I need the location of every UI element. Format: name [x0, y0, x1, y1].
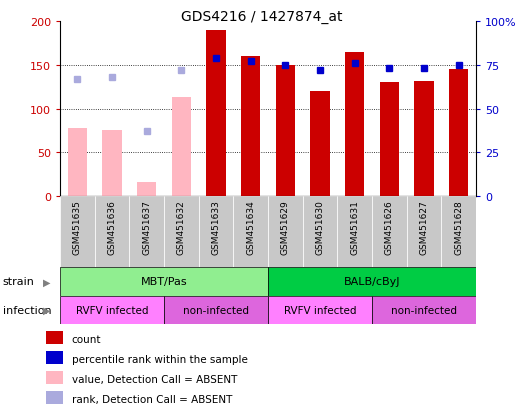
- Text: GSM451626: GSM451626: [385, 200, 394, 255]
- Bar: [303, 197, 337, 267]
- Bar: [268, 267, 476, 296]
- Text: GSM451631: GSM451631: [350, 200, 359, 255]
- Text: count: count: [72, 334, 101, 344]
- Bar: [60, 296, 164, 324]
- Bar: [241, 57, 260, 197]
- Bar: [47, 371, 63, 384]
- Bar: [103, 131, 121, 197]
- Text: rank, Detection Call = ABSENT: rank, Detection Call = ABSENT: [72, 394, 232, 404]
- Bar: [95, 197, 129, 267]
- Bar: [137, 183, 156, 197]
- Text: GSM451636: GSM451636: [108, 200, 117, 255]
- Bar: [164, 197, 199, 267]
- Bar: [129, 197, 164, 267]
- Bar: [199, 197, 233, 267]
- Text: non-infected: non-infected: [391, 305, 457, 315]
- Bar: [268, 296, 372, 324]
- Text: GSM451627: GSM451627: [419, 200, 428, 255]
- Bar: [345, 52, 364, 197]
- Text: MBT/Pas: MBT/Pas: [141, 277, 187, 287]
- Bar: [207, 31, 225, 197]
- Bar: [372, 296, 476, 324]
- Text: BALB/cByJ: BALB/cByJ: [344, 277, 400, 287]
- Text: GSM451633: GSM451633: [211, 200, 221, 255]
- Bar: [311, 92, 329, 197]
- Bar: [60, 267, 268, 296]
- Text: value, Detection Call = ABSENT: value, Detection Call = ABSENT: [72, 374, 237, 384]
- Text: GSM451637: GSM451637: [142, 200, 151, 255]
- Bar: [407, 197, 441, 267]
- Bar: [414, 81, 434, 197]
- Text: RVFV infected: RVFV infected: [284, 305, 356, 315]
- Bar: [233, 197, 268, 267]
- Text: GSM451634: GSM451634: [246, 200, 255, 255]
- Text: ▶: ▶: [43, 305, 51, 315]
- Bar: [60, 197, 95, 267]
- Bar: [164, 296, 268, 324]
- Text: percentile rank within the sample: percentile rank within the sample: [72, 354, 247, 364]
- Text: GSM451632: GSM451632: [177, 200, 186, 255]
- Text: ▶: ▶: [43, 277, 51, 287]
- Bar: [47, 331, 63, 344]
- Text: infection: infection: [3, 305, 51, 315]
- Bar: [372, 197, 407, 267]
- Bar: [337, 197, 372, 267]
- Text: GSM451628: GSM451628: [454, 200, 463, 255]
- Bar: [172, 98, 191, 197]
- Bar: [47, 351, 63, 364]
- Bar: [68, 128, 87, 197]
- Text: RVFV infected: RVFV infected: [76, 305, 148, 315]
- Text: strain: strain: [3, 277, 35, 287]
- Bar: [380, 83, 399, 197]
- Text: GSM451630: GSM451630: [315, 200, 324, 255]
- Bar: [441, 197, 476, 267]
- Text: GSM451629: GSM451629: [281, 200, 290, 255]
- Text: GDS4216 / 1427874_at: GDS4216 / 1427874_at: [181, 10, 342, 24]
- Bar: [268, 197, 303, 267]
- Bar: [276, 66, 295, 197]
- Text: GSM451635: GSM451635: [73, 200, 82, 255]
- Bar: [47, 391, 63, 404]
- Text: non-infected: non-infected: [183, 305, 249, 315]
- Bar: [449, 70, 468, 197]
